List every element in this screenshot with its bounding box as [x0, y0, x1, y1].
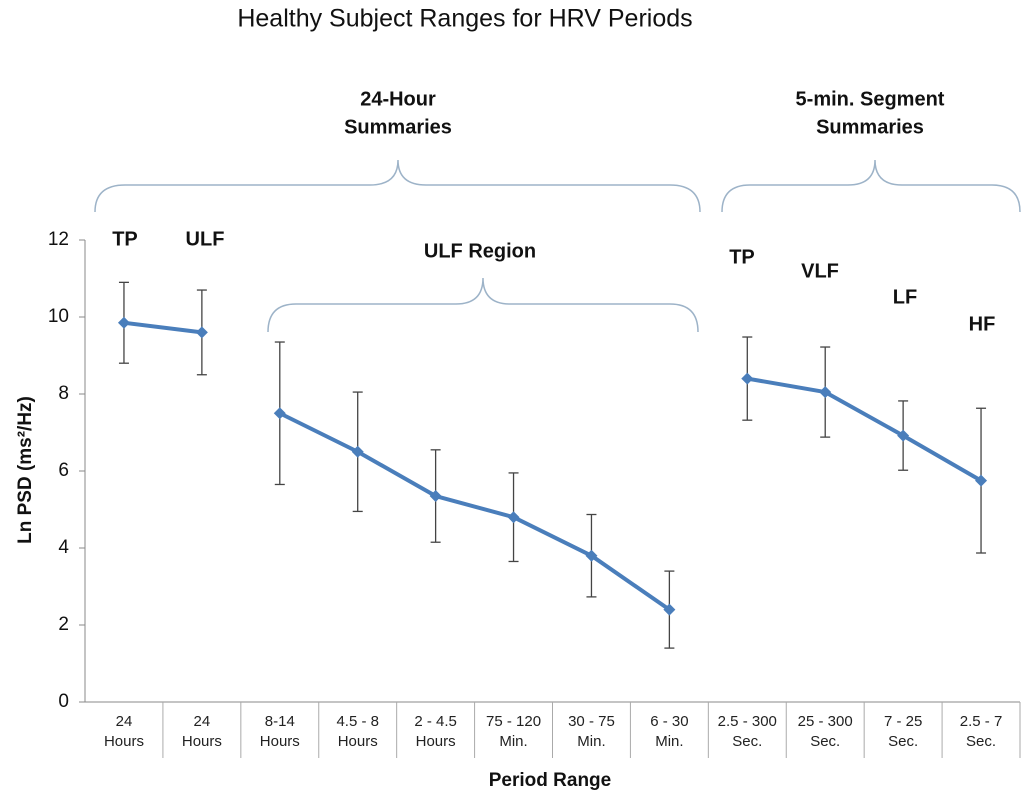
bracket-label: ULF Region [424, 240, 536, 262]
bracket-label: 5-min. Segment [796, 88, 945, 110]
x-tick-label: Min. [655, 733, 683, 750]
annotation: ULF [186, 228, 225, 250]
series-line [278, 411, 671, 612]
x-tick-label: Sec. [810, 733, 840, 750]
bracket-label: Summaries [344, 116, 452, 138]
annotation: VLF [801, 260, 839, 282]
bracket [94, 159, 701, 213]
x-tick-label: Hours [416, 733, 456, 750]
y-tick-label: 2 [58, 614, 69, 635]
x-tick-label: Hours [182, 733, 222, 750]
bracket-label: Summaries [816, 116, 924, 138]
x-tick-label: 2 - 4.5 [414, 713, 457, 730]
x-tick-label: 7 - 25 [884, 713, 922, 730]
point [273, 407, 286, 420]
series-line [123, 320, 203, 335]
x-tick-label: Min. [577, 733, 605, 750]
x-tick-label: Sec. [732, 733, 762, 750]
x-tick-label: 4.5 - 8 [336, 713, 379, 730]
point [351, 445, 364, 458]
point [897, 429, 910, 442]
x-axis-label: Period Range [489, 770, 611, 791]
y-tick-label: 8 [58, 383, 69, 404]
y-axis-label: Ln PSD (ms²/Hz) [15, 396, 36, 544]
point [195, 326, 208, 339]
x-tick-label: 24 [116, 713, 133, 730]
x-tick-label: Min. [499, 733, 527, 750]
point [819, 386, 832, 399]
x-tick-label: 75 - 120 [486, 713, 541, 730]
x-tick-label: 24 [194, 713, 211, 730]
chart-title: Healthy Subject Ranges for HRV Periods [237, 5, 692, 33]
y-tick-label: 6 [58, 460, 69, 481]
point [429, 490, 442, 503]
series-line [746, 376, 983, 483]
y-tick-label: 10 [48, 306, 69, 327]
x-tick-label: 6 - 30 [650, 713, 688, 730]
point [585, 549, 598, 562]
x-tick-label: 8-14 [265, 713, 295, 730]
x-tick-label: 2.5 - 300 [718, 713, 777, 730]
bracket-label: 24-Hour [360, 88, 436, 110]
point [507, 511, 520, 524]
annotation: LF [893, 286, 917, 308]
x-tick-label: Hours [338, 733, 378, 750]
bracket [721, 159, 1021, 213]
y-tick-label: 0 [58, 691, 69, 712]
bracket [267, 277, 699, 333]
x-tick-label: Hours [260, 733, 300, 750]
annotation: HF [969, 313, 996, 335]
x-tick-label: Sec. [966, 733, 996, 750]
x-tick-label: 25 - 300 [798, 713, 853, 730]
x-tick-label: 2.5 - 7 [960, 713, 1003, 730]
y-tick-label: 4 [58, 537, 69, 558]
x-tick-label: 30 - 75 [568, 713, 615, 730]
annotation: TP [112, 228, 138, 250]
point [117, 316, 130, 329]
y-tick-label: 12 [48, 229, 69, 250]
x-tick-label: Sec. [888, 733, 918, 750]
point [975, 474, 988, 487]
annotation: TP [729, 246, 755, 268]
point [741, 372, 754, 385]
x-tick-label: Hours [104, 733, 144, 750]
point [663, 603, 676, 616]
